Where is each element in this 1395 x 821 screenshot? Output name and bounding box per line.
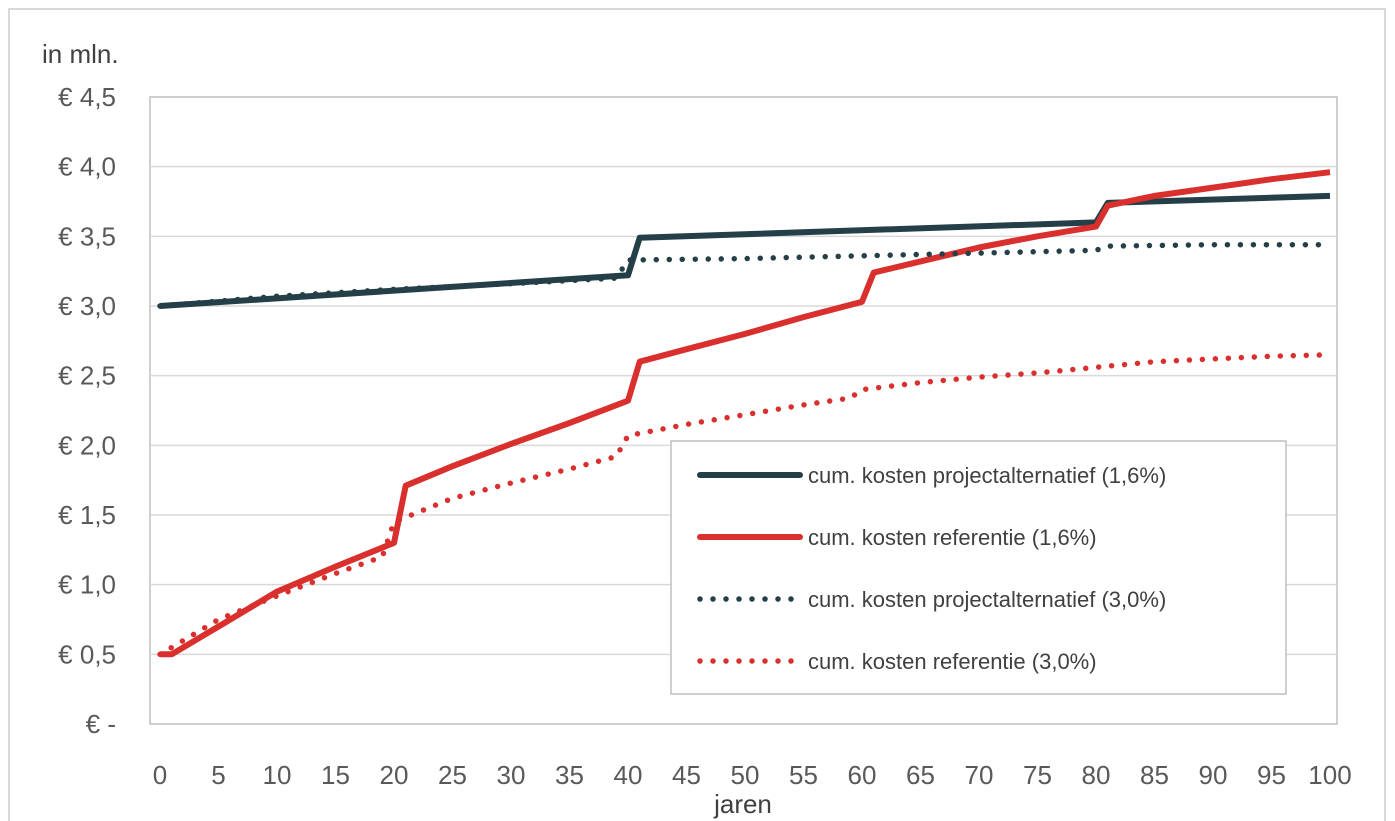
x-tick-label: 90 xyxy=(1199,760,1228,790)
x-tick-label: 0 xyxy=(153,760,167,790)
x-tick-label: 85 xyxy=(1140,760,1169,790)
x-tick-label: 80 xyxy=(1082,760,1111,790)
x-tick-label: 5 xyxy=(211,760,225,790)
legend-label-2: cum. kosten referentie (1,6%) xyxy=(808,525,1097,550)
legend-label-1: cum. kosten projectalternatief (1,6%) xyxy=(808,463,1166,488)
y-tick-label: € 4,0 xyxy=(58,152,116,182)
series-group xyxy=(157,169,1333,658)
y-tick-label: € 4,5 xyxy=(58,82,116,112)
x-axis-tick-labels: 0 5 10 15 20 25 30 35 40 45 50 55 60 65 70 75 80 85 90 95 10… xyxy=(153,760,1352,790)
x-tick-label: 75 xyxy=(1023,760,1052,790)
legend-label-3: cum. kosten projectalternatief (3,0%) xyxy=(808,587,1166,612)
legend-box xyxy=(670,440,1287,695)
y-tick-label: € 2,0 xyxy=(58,430,116,460)
y-tick-label: € 3,5 xyxy=(58,221,116,251)
x-axis-label: jaren xyxy=(713,789,772,819)
series-line-4 xyxy=(157,352,1333,658)
x-tick-label: 20 xyxy=(380,760,409,790)
y-tick-label: € - xyxy=(86,709,116,739)
x-tick-label: 45 xyxy=(672,760,701,790)
x-tick-label: 15 xyxy=(321,760,350,790)
x-tick-label: 95 xyxy=(1257,760,1286,790)
y-tick-label: € 2,5 xyxy=(58,361,116,391)
legend-label-4: cum. kosten referentie (3,0%) xyxy=(808,649,1097,674)
x-tick-label: 10 xyxy=(263,760,292,790)
series-line-3 xyxy=(157,241,1333,309)
x-tick-label: 50 xyxy=(731,760,760,790)
legend: cum. kosten projectalternatief (1,6%) cum… xyxy=(670,440,1287,695)
x-tick-label: 40 xyxy=(614,760,643,790)
x-tick-label: 30 xyxy=(497,760,526,790)
x-tick-label: 100 xyxy=(1308,760,1351,790)
y-tick-label: € 0,5 xyxy=(58,639,116,669)
x-tick-label: 60 xyxy=(848,760,877,790)
x-tick-label: 65 xyxy=(906,760,935,790)
y-tick-label: € 3,0 xyxy=(58,291,116,321)
y-tick-label: € 1,5 xyxy=(58,500,116,530)
y-axis-tick-labels: € - € 0,5 € 1,0 € 1,5 € 2,0 € 2,5 € 3,0 € 3,5 € … xyxy=(58,82,116,739)
x-tick-label: 35 xyxy=(555,760,584,790)
x-tick-label: 25 xyxy=(438,760,467,790)
series-line-2 xyxy=(160,169,1331,658)
x-tick-label: 55 xyxy=(789,760,818,790)
x-tick-label: 70 xyxy=(965,760,994,790)
y-tick-label: € 1,0 xyxy=(58,570,116,600)
unit-label: in mln. xyxy=(42,39,119,69)
